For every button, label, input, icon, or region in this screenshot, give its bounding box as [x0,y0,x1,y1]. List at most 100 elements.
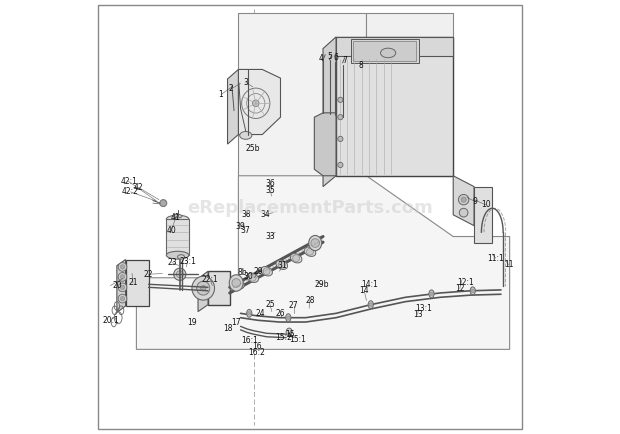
Text: 30: 30 [244,273,253,281]
Text: 28: 28 [305,296,315,305]
Text: 24: 24 [255,309,265,318]
Polygon shape [366,13,453,176]
Circle shape [459,208,468,217]
Circle shape [338,115,343,120]
Circle shape [118,294,127,303]
Ellipse shape [247,273,259,283]
Text: 25: 25 [265,300,275,309]
Text: 7: 7 [342,56,347,65]
Text: 15:1: 15:1 [290,335,306,344]
Text: 29: 29 [254,267,264,276]
Text: 14: 14 [360,286,369,295]
Text: 23: 23 [167,258,177,267]
Text: 40: 40 [166,227,176,235]
Text: 33: 33 [265,232,275,241]
Text: 2: 2 [229,85,233,93]
Circle shape [247,312,251,315]
Text: 8b: 8b [238,268,247,277]
Text: 4: 4 [319,54,323,63]
Text: 9: 9 [472,197,477,206]
Circle shape [118,263,127,271]
Ellipse shape [160,200,167,207]
Polygon shape [239,13,366,176]
Ellipse shape [174,268,186,280]
Text: 11:1: 11:1 [487,254,504,263]
Text: 17: 17 [231,318,241,326]
Text: 6: 6 [334,53,339,62]
Polygon shape [208,271,230,305]
Polygon shape [453,176,474,226]
Ellipse shape [429,290,434,298]
Circle shape [120,285,125,289]
Text: 38: 38 [241,210,250,219]
Polygon shape [198,271,208,312]
Text: 8: 8 [359,61,363,69]
Circle shape [338,136,343,141]
Text: 36: 36 [265,179,275,187]
Text: 15: 15 [286,330,295,339]
Text: 29b: 29b [315,280,329,289]
Text: 20: 20 [112,281,122,290]
Ellipse shape [381,48,396,58]
Text: 35: 35 [265,187,275,195]
Circle shape [249,274,256,281]
Polygon shape [230,237,323,293]
Ellipse shape [166,251,189,259]
Ellipse shape [240,132,252,139]
Ellipse shape [232,279,244,289]
Ellipse shape [192,276,215,300]
Bar [166,219,189,255]
Circle shape [461,197,466,202]
Circle shape [263,268,270,275]
Ellipse shape [276,260,288,270]
Circle shape [118,283,127,292]
Polygon shape [336,37,453,56]
Text: 34: 34 [261,210,270,219]
Ellipse shape [197,281,210,295]
Text: 16:2: 16:2 [249,348,265,357]
Text: 13:1: 13:1 [415,304,432,312]
Text: 10: 10 [481,201,490,209]
Text: 5: 5 [327,52,332,61]
Text: 16: 16 [252,342,262,351]
Ellipse shape [229,275,243,291]
Text: 3: 3 [243,78,248,87]
Polygon shape [336,37,453,176]
Text: 22: 22 [144,270,153,279]
Bar [351,39,418,63]
Polygon shape [125,260,149,306]
Circle shape [458,194,469,205]
Circle shape [311,239,319,247]
Circle shape [369,303,373,306]
Text: 26: 26 [276,309,285,318]
Polygon shape [323,37,336,187]
Ellipse shape [368,301,373,309]
Polygon shape [239,69,280,135]
Text: 23:1: 23:1 [179,257,196,266]
Ellipse shape [470,287,476,295]
Text: 27: 27 [289,302,298,310]
Text: 21: 21 [128,279,138,287]
Ellipse shape [176,271,184,278]
Text: 15:2: 15:2 [275,333,293,342]
Circle shape [338,97,343,102]
Ellipse shape [177,255,185,259]
Circle shape [120,296,125,301]
Bar [353,41,417,61]
Text: 25b: 25b [246,144,260,153]
Ellipse shape [286,314,291,322]
Text: 42:1: 42:1 [120,177,137,186]
Ellipse shape [173,214,182,218]
Text: 41: 41 [170,214,180,222]
Ellipse shape [247,309,252,317]
Text: 12:1: 12:1 [457,278,474,286]
Text: 22:1: 22:1 [202,276,219,284]
Circle shape [306,248,314,255]
Polygon shape [228,69,239,144]
Text: 20:1: 20:1 [103,316,120,325]
Text: 19: 19 [187,318,197,326]
Text: 42:2: 42:2 [122,187,139,196]
Circle shape [293,255,299,262]
Ellipse shape [286,328,292,336]
Polygon shape [136,176,510,349]
